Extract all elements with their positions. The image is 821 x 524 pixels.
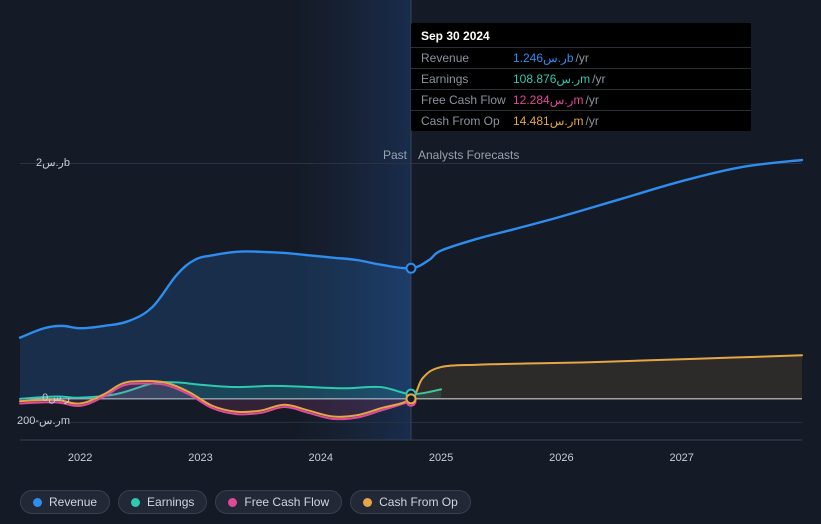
legend-label: Free Cash Flow bbox=[244, 495, 329, 509]
tooltip-row-cfo: Cash From Op ر.س14.481m /yr bbox=[411, 110, 751, 131]
tooltip-label: Cash From Op bbox=[421, 114, 513, 128]
tooltip-row-earnings: Earnings ر.س108.876m /yr bbox=[411, 68, 751, 89]
tooltip-label: Revenue bbox=[421, 51, 513, 65]
tooltip-value: ر.س12.284m bbox=[513, 93, 583, 107]
y-tick-label: ر.س2b bbox=[36, 156, 70, 169]
legend-label: Earnings bbox=[147, 495, 194, 509]
tooltip-unit: /yr bbox=[585, 114, 598, 128]
tooltip-unit: /yr bbox=[592, 72, 605, 86]
legend-dot bbox=[228, 498, 237, 507]
tooltip-row-fcf: Free Cash Flow ر.س12.284m /yr bbox=[411, 89, 751, 110]
legend-item-cfo[interactable]: Cash From Op bbox=[350, 490, 471, 514]
x-tick-label: 2027 bbox=[669, 452, 693, 464]
legend-dot bbox=[363, 498, 372, 507]
legend-item-revenue[interactable]: Revenue bbox=[20, 490, 110, 514]
x-tick-label: 2023 bbox=[188, 452, 212, 464]
x-tick-label: 2022 bbox=[68, 452, 92, 464]
legend-dot bbox=[33, 498, 42, 507]
y-tick-label: ر.س0 bbox=[42, 391, 70, 404]
legend-label: Revenue bbox=[49, 495, 97, 509]
legend-item-earnings[interactable]: Earnings bbox=[118, 490, 207, 514]
tooltip-label: Earnings bbox=[421, 72, 513, 86]
tooltip-label: Free Cash Flow bbox=[421, 93, 513, 107]
tooltip-value: ر.س14.481m bbox=[513, 114, 583, 128]
x-tick-label: 2024 bbox=[309, 452, 333, 464]
legend-item-fcf[interactable]: Free Cash Flow bbox=[215, 490, 342, 514]
tooltip-header: Sep 30 2024 bbox=[411, 23, 751, 47]
tooltip-value: ر.س108.876m bbox=[513, 72, 590, 86]
y-tick-label: ر.س-200m bbox=[17, 414, 70, 427]
legend: Revenue Earnings Free Cash Flow Cash Fro… bbox=[20, 490, 471, 514]
tooltip-row-revenue: Revenue ر.س1.246b /yr bbox=[411, 47, 751, 68]
tooltip-value: ر.س1.246b bbox=[513, 51, 574, 65]
chart-container: Past Analysts Forecasts Sep 30 2024 Reve… bbox=[0, 0, 821, 524]
x-tick-label: 2025 bbox=[429, 452, 453, 464]
tooltip: Sep 30 2024 Revenue ر.س1.246b /yr Earnin… bbox=[411, 23, 751, 131]
legend-label: Cash From Op bbox=[379, 495, 458, 509]
tooltip-unit: /yr bbox=[585, 93, 598, 107]
x-tick-label: 2026 bbox=[549, 452, 573, 464]
legend-dot bbox=[131, 498, 140, 507]
past-label: Past bbox=[383, 148, 407, 162]
tooltip-unit: /yr bbox=[576, 51, 589, 65]
forecast-label: Analysts Forecasts bbox=[418, 148, 519, 162]
